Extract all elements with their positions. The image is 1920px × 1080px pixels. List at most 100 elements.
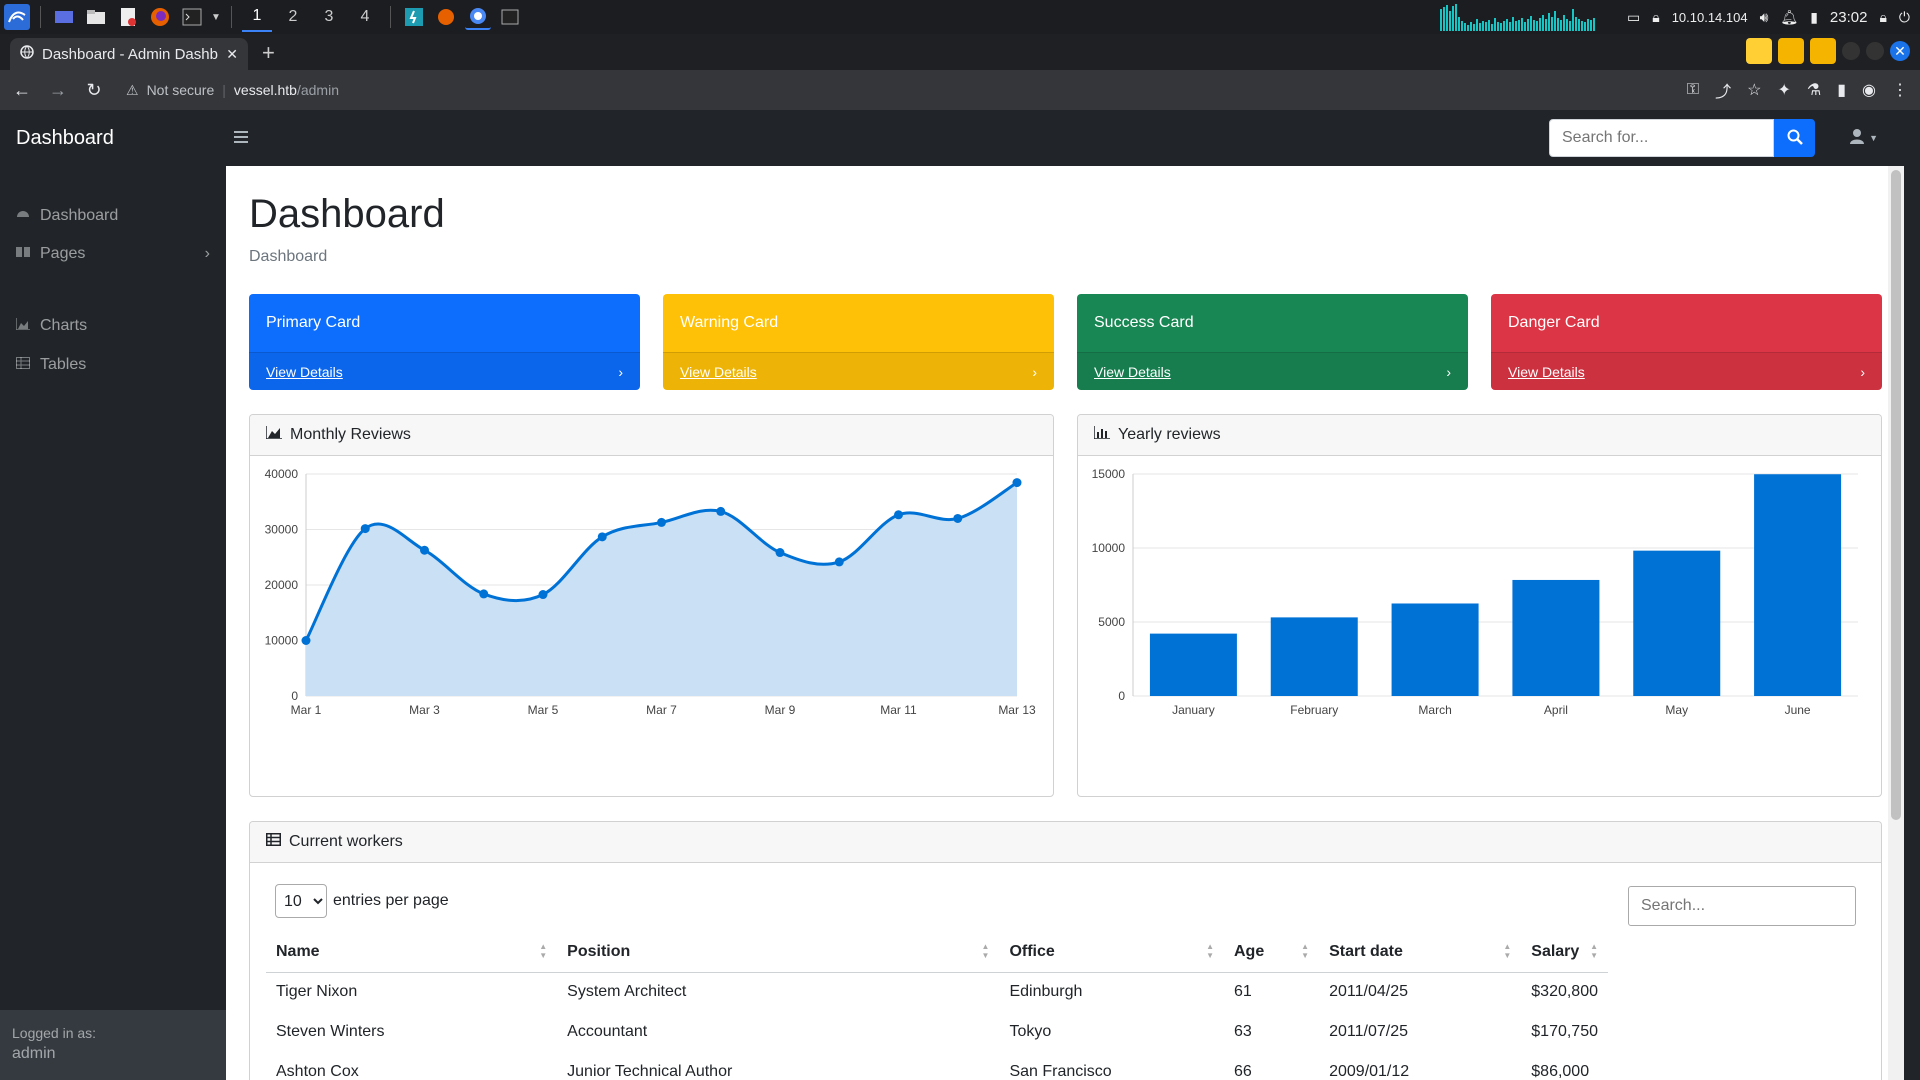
- bar: [1754, 474, 1842, 696]
- sort-icon: ▲ ▼: [1206, 942, 1214, 960]
- book-open-icon: [16, 245, 30, 263]
- share-icon[interactable]: ⤴: [1715, 84, 1732, 101]
- chevron-right-icon[interactable]: ›: [1860, 363, 1865, 380]
- sidebar-item-tables[interactable]: Tables: [16, 356, 210, 374]
- sort-icon: ▲ ▼: [1503, 942, 1512, 960]
- kali-menu-icon[interactable]: [4, 4, 30, 30]
- taskbar-separator: [230, 6, 232, 28]
- monthly-reviews-chart: 0 10000 20000 30000 40000 Mar 1 Mar 3 Mar 5 Mar …: [265, 467, 1036, 717]
- cell-salary: $320,800: [1531, 983, 1598, 1001]
- column-header-position[interactable]: Position ▲ ▼: [557, 932, 1000, 973]
- reload-icon[interactable]: ↻: [86, 79, 102, 100]
- power-icon[interactable]: ⏻: [1898, 8, 1910, 25]
- sidebar-item-dashboard[interactable]: Dashboard: [16, 206, 210, 225]
- brand[interactable]: Dashboard: [16, 126, 114, 149]
- sidebar-item-charts[interactable]: Charts: [15, 317, 210, 335]
- forward-arrow-icon[interactable]: →: [49, 79, 67, 100]
- data-point: [538, 590, 548, 600]
- workspace-3[interactable]: 3: [324, 8, 334, 25]
- chevron-right-icon[interactable]: ›: [618, 363, 623, 380]
- key-icon[interactable]: ⚿: [1686, 81, 1700, 98]
- page-title: Dashboard: [249, 192, 445, 236]
- yearly-reviews-panel: Yearly reviews 0 5000 10000 15000 January Feb…: [1077, 414, 1882, 797]
- firefox-icon[interactable]: [147, 4, 173, 30]
- search-input[interactable]: [1549, 119, 1774, 157]
- file-manager-icon[interactable]: [83, 4, 109, 30]
- column-header-start-date[interactable]: Start date ▲ ▼: [1319, 932, 1522, 973]
- logged-in-label: Logged in as:: [12, 1025, 97, 1041]
- terminal-icon[interactable]: [179, 4, 205, 30]
- extensions-puzzle-icon[interactable]: ✦: [1777, 82, 1791, 99]
- scrollbar-thumb[interactable]: [1891, 170, 1901, 820]
- burp-icon[interactable]: [401, 4, 427, 30]
- view-details-link[interactable]: View Details: [266, 363, 343, 380]
- chevron-right-icon[interactable]: ›: [1446, 363, 1451, 380]
- browser-tab[interactable]: Dashboard - Admin Dashb ✕: [10, 38, 248, 70]
- sort-icon: ▲ ▼: [1590, 942, 1598, 960]
- kebab-menu-icon[interactable]: ⋮: [1892, 82, 1908, 99]
- data-point: [301, 636, 311, 645]
- terminal-window-icon[interactable]: [497, 4, 523, 30]
- card-title: Success Card: [1094, 314, 1194, 331]
- cell-position: System Architect: [567, 983, 687, 1001]
- sidebar-toggle-icon[interactable]: ▮: [1837, 82, 1847, 99]
- hamburger-icon[interactable]: [234, 128, 250, 149]
- sidebar-item-pages[interactable]: Pages ›: [16, 245, 210, 263]
- close-icon[interactable]: ✕: [226, 45, 238, 62]
- workspace-2[interactable]: 2: [288, 8, 298, 25]
- url-field[interactable]: ⚠ Not secure | vessel.htb/admin: [126, 81, 339, 99]
- new-tab-button[interactable]: +: [262, 40, 275, 65]
- profile-avatar-icon[interactable]: ◉: [1862, 82, 1876, 99]
- view-details-link[interactable]: View Details: [1508, 363, 1585, 380]
- column-header-name[interactable]: Name ▲ ▼: [266, 932, 558, 973]
- firefox-window-icon[interactable]: [433, 4, 459, 30]
- page-size-select[interactable]: 10: [275, 884, 327, 918]
- monthly-reviews-panel: Monthly Reviews 0 10000 20000 30000 40000 Mar…: [249, 414, 1054, 797]
- close-window-icon[interactable]: ✕: [1890, 41, 1910, 61]
- flask-icon[interactable]: ⚗: [1806, 82, 1822, 99]
- sort-icon: ▲ ▼: [539, 942, 548, 960]
- screen-icon[interactable]: ▭: [1627, 8, 1641, 25]
- sidebar-item-label: Tables: [40, 356, 87, 373]
- column-header-age[interactable]: Age ▲ ▼: [1224, 932, 1320, 973]
- workspace-4[interactable]: 4: [360, 8, 370, 25]
- table-search-input[interactable]: [1628, 886, 1856, 926]
- bookmark-star-icon[interactable]: ☆: [1747, 82, 1762, 99]
- upload-extension-icon[interactable]: [1810, 38, 1836, 64]
- notification-bell-icon[interactable]: 🔔︎: [1780, 8, 1799, 25]
- table-row: Steven Winters Accountant Tokyo 63 2011/…: [266, 1012, 1608, 1052]
- user-dropdown[interactable]: ▼: [1849, 128, 1878, 147]
- chevron-down-icon[interactable]: ▼: [211, 11, 221, 23]
- sidebar: Dashboard Pages › Charts Tables Logged i…: [0, 166, 226, 1080]
- cell-name: Ashton Cox: [276, 1063, 359, 1080]
- column-header-office[interactable]: Office ▲ ▼: [999, 932, 1224, 973]
- x-tick-label: Mar 13: [998, 703, 1036, 717]
- sidebar-footer: Logged in as: admin: [0, 1010, 226, 1080]
- chromium-window-icon[interactable]: [464, 4, 491, 30]
- workspace-1[interactable]: 1: [241, 2, 272, 32]
- chart-area-icon: [265, 426, 282, 444]
- chevron-right-icon[interactable]: ›: [1032, 363, 1037, 380]
- bar: [1391, 603, 1479, 696]
- page-size-control: 10 entries per page: [275, 884, 449, 918]
- cell-start-date: 2009/01/12: [1329, 1063, 1410, 1080]
- cell-office: San Francisco: [1009, 1063, 1112, 1080]
- column-header-salary[interactable]: Salary ▲ ▼: [1521, 932, 1608, 973]
- desktop-icon[interactable]: [51, 4, 77, 30]
- globe-icon: [20, 45, 34, 63]
- sidebar-item-label: Pages: [40, 245, 86, 262]
- view-details-link[interactable]: View Details: [1094, 363, 1171, 380]
- search-button[interactable]: [1774, 119, 1815, 157]
- view-details-link[interactable]: View Details: [680, 363, 757, 380]
- lock-screen-icon[interactable]: 🔒︎: [1879, 8, 1887, 25]
- volume-icon[interactable]: 🔊︎: [1759, 8, 1769, 25]
- back-arrow-icon[interactable]: ←: [13, 79, 31, 100]
- panel-title: Monthly Reviews: [290, 426, 411, 443]
- firefox-extension-icon[interactable]: [1746, 38, 1772, 64]
- microphone-extension-icon[interactable]: [1778, 38, 1804, 64]
- table-row: Ashton Cox Junior Technical Author San F…: [266, 1052, 1608, 1080]
- chevron-right-icon: ›: [204, 245, 210, 262]
- workers-table: Name ▲ ▼ Position ▲ ▼ Office ▲ ▼ Age ▲ ▼ Start d…: [266, 932, 1608, 1080]
- page-scrollbar[interactable]: [1888, 166, 1904, 1080]
- text-editor-icon[interactable]: [115, 4, 141, 30]
